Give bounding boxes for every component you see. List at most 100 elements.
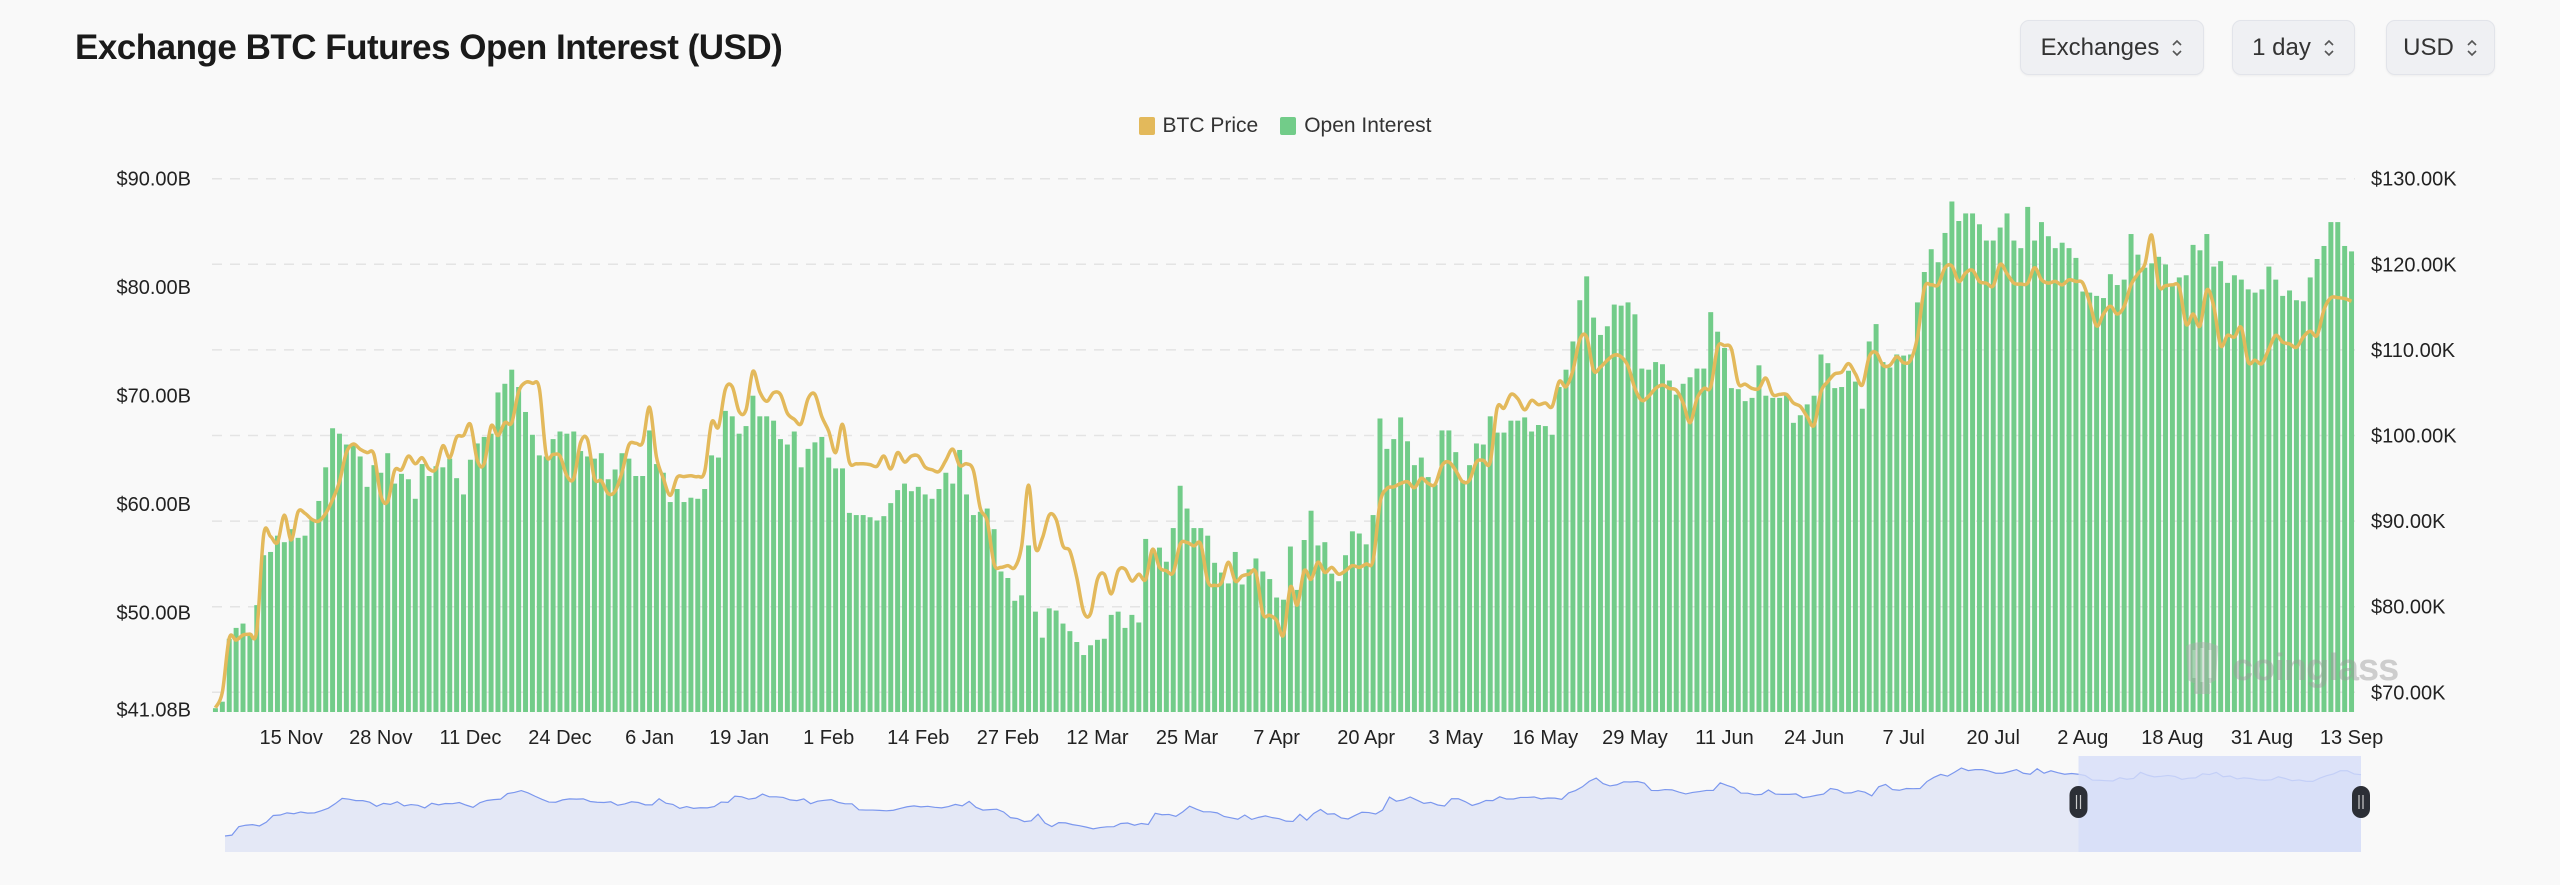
open-interest-bar — [1129, 614, 1135, 712]
open-interest-bar — [1088, 645, 1094, 712]
exchanges-select[interactable]: Exchanges — [2020, 20, 2204, 75]
open-interest-bar — [1363, 544, 1369, 712]
open-interest-bar — [385, 453, 391, 712]
open-interest-bar — [1460, 480, 1466, 712]
open-interest-bar — [888, 503, 894, 712]
open-interest-bar — [399, 473, 404, 712]
open-interest-bar — [261, 555, 267, 712]
open-interest-bar — [1742, 401, 1748, 712]
open-interest-bar — [1343, 555, 1348, 712]
open-interest-bar — [805, 448, 811, 712]
open-interest-bar — [1170, 528, 1176, 712]
legend-label-btc-price: BTC Price — [1162, 114, 1259, 137]
x-axis-tick-label: 28 Nov — [349, 727, 412, 749]
navigator-handle[interactable] — [2069, 786, 2088, 818]
interval-select[interactable]: 1 day — [2232, 20, 2355, 75]
open-interest-bar — [764, 416, 770, 712]
open-interest-bar — [2328, 222, 2334, 712]
open-interest-bar — [1728, 388, 1734, 712]
right-axis-tick-label: $90.00K — [2371, 511, 2446, 533]
open-interest-bar — [771, 420, 777, 712]
open-interest-bar — [612, 469, 618, 712]
open-interest-bar — [1101, 638, 1107, 712]
open-interest-bar — [1260, 571, 1266, 712]
open-interest-bar — [1287, 546, 1293, 712]
open-interest-bar — [1535, 425, 1541, 712]
open-interest-bar — [640, 476, 646, 712]
open-interest-bar — [1267, 579, 1273, 712]
open-interest-bar — [2231, 275, 2237, 712]
open-interest-bar — [1232, 551, 1238, 712]
open-interest-bar — [1584, 276, 1590, 712]
right-axis-tick-label: $110.00K — [2371, 340, 2456, 362]
open-interest-bar — [571, 431, 577, 712]
left-axis-tick-label: $60.00B — [116, 494, 191, 516]
open-interest-bar — [1722, 347, 1727, 712]
open-interest-bar — [922, 494, 928, 712]
open-interest-bar — [412, 498, 418, 712]
open-interest-bar — [440, 467, 446, 712]
open-interest-bar — [1777, 397, 1783, 712]
open-interest-bar — [2211, 266, 2217, 712]
open-interest-bar — [1184, 508, 1190, 712]
open-interest-bar — [895, 490, 901, 712]
range-navigator[interactable] — [224, 756, 2370, 852]
open-interest-bar — [523, 411, 529, 712]
open-interest-bar — [729, 416, 735, 712]
x-axis-tick-label: 19 Jan — [709, 727, 769, 749]
legend-item-btc-price[interactable]: BTC Price — [1138, 114, 1259, 138]
open-interest-bar — [915, 486, 921, 712]
open-interest-bar — [564, 433, 570, 712]
legend-item-open-interest[interactable]: Open Interest — [1280, 114, 1431, 138]
open-interest-bar — [509, 369, 515, 712]
open-interest-bar — [378, 472, 384, 712]
open-interest-bar — [364, 486, 370, 712]
open-interest-bar — [2197, 250, 2203, 712]
open-interest-bar — [578, 451, 584, 712]
open-interest-bar — [1873, 324, 1879, 712]
open-interest-bar — [812, 442, 818, 712]
open-interest-bar — [1308, 510, 1314, 712]
open-interest-bar — [964, 494, 970, 712]
open-interest-bar — [2094, 295, 2100, 712]
right-axis-tick-label: $100.00K — [2371, 426, 2457, 448]
watermark-text: coinglass — [2232, 646, 2399, 689]
open-interest-bar — [1377, 418, 1383, 712]
open-interest-bar — [1949, 201, 1955, 712]
open-interest-bar — [998, 571, 1004, 712]
open-interest-bar — [2163, 264, 2168, 712]
currency-select[interactable]: USD — [2386, 20, 2495, 75]
open-interest-bar — [1026, 545, 1032, 712]
navigator-selection[interactable] — [2078, 756, 2361, 852]
open-interest-bar — [274, 535, 280, 712]
x-axis-tick-label: 24 Dec — [528, 727, 591, 749]
open-interest-bar — [619, 453, 625, 712]
open-interest-bar — [1983, 240, 1989, 712]
open-interest-bar — [853, 515, 859, 712]
open-interest-bar — [433, 466, 439, 712]
open-interest-bar — [2349, 251, 2355, 712]
interval-select-label: 1 day — [2252, 33, 2311, 61]
open-interest-bar — [2011, 240, 2017, 712]
open-interest-bar — [474, 443, 480, 712]
open-interest-bar — [1384, 448, 1390, 712]
navigator-handle[interactable] — [2352, 786, 2370, 818]
x-axis-tick-label: 12 Mar — [1066, 727, 1129, 749]
open-interest-bar — [461, 494, 466, 712]
open-interest-bar — [1770, 397, 1776, 712]
open-interest-bar — [1825, 363, 1831, 712]
open-interest-bar — [950, 483, 956, 712]
left-axis-tick-label: $50.00B — [116, 603, 191, 625]
left-axis-tick-label: $90.00B — [116, 169, 191, 191]
open-interest-bar — [1708, 312, 1714, 712]
open-interest-bar — [1501, 432, 1507, 712]
open-interest-bar — [1852, 381, 1858, 712]
open-interest-bar — [516, 387, 522, 712]
open-interest-bar — [1529, 431, 1535, 712]
open-interest-bar — [1411, 465, 1417, 712]
x-axis-tick-label: 25 Mar — [1156, 727, 1219, 749]
right-axis-tick-label: $80.00K — [2371, 597, 2446, 619]
open-interest-bar — [350, 444, 356, 712]
open-interest-bar — [784, 444, 790, 712]
open-interest-bar — [529, 434, 535, 712]
